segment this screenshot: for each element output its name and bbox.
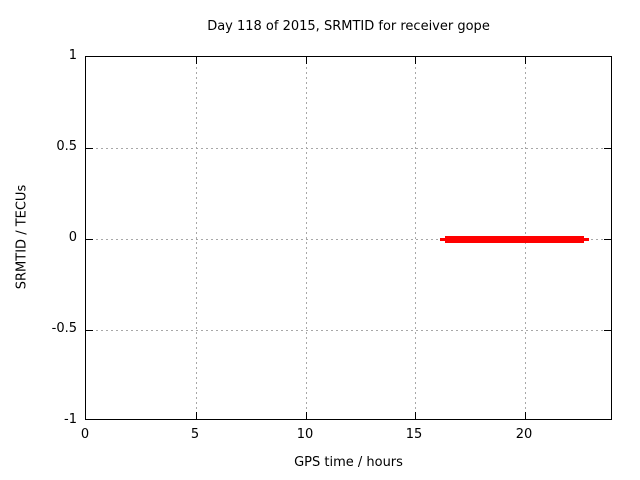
grid-line-x-15 — [415, 57, 416, 419]
x-tick-top-20 — [525, 57, 526, 64]
y-tick-left-0 — [86, 239, 93, 240]
y-tick-right--0.5 — [604, 330, 611, 331]
grid-line-x-10 — [306, 57, 307, 419]
grid-line-x-5 — [196, 57, 197, 419]
x-tick-bottom-10 — [306, 412, 307, 419]
y-tick-label-1: 1 — [68, 48, 77, 63]
y-tick-label--1: -1 — [64, 412, 77, 427]
x-tick-top-15 — [415, 57, 416, 64]
y-tick-left--0.5 — [86, 330, 93, 331]
y-tick-label-0.5: 0.5 — [56, 139, 77, 154]
grid-line-y-0 — [86, 239, 611, 240]
x-tick-label-5: 5 — [190, 427, 200, 442]
data-segment-srmtid-1 — [445, 236, 584, 243]
x-tick-label-0: 0 — [80, 427, 90, 442]
y-tick-label-0: 0 — [68, 230, 77, 245]
y-tick-label--0.5: -0.5 — [51, 321, 77, 336]
x-axis-label: GPS time / hours — [294, 455, 403, 470]
grid-line-y-0.5 — [86, 148, 611, 149]
y-tick-left-0.5 — [86, 148, 93, 149]
x-tick-top-10 — [306, 57, 307, 64]
plot-area — [85, 56, 612, 420]
y-tick-right-0 — [604, 239, 611, 240]
y-tick-right-0.5 — [604, 148, 611, 149]
x-tick-label-15: 15 — [405, 427, 423, 442]
x-tick-label-10: 10 — [296, 427, 314, 442]
x-tick-label-20: 20 — [515, 427, 533, 442]
x-tick-bottom-20 — [525, 412, 526, 419]
grid-line-y--0.5 — [86, 330, 611, 331]
x-tick-bottom-5 — [196, 412, 197, 419]
x-tick-bottom-15 — [415, 412, 416, 419]
chart-title: Day 118 of 2015, SRMTID for receiver gop… — [207, 19, 490, 34]
x-tick-top-5 — [196, 57, 197, 64]
